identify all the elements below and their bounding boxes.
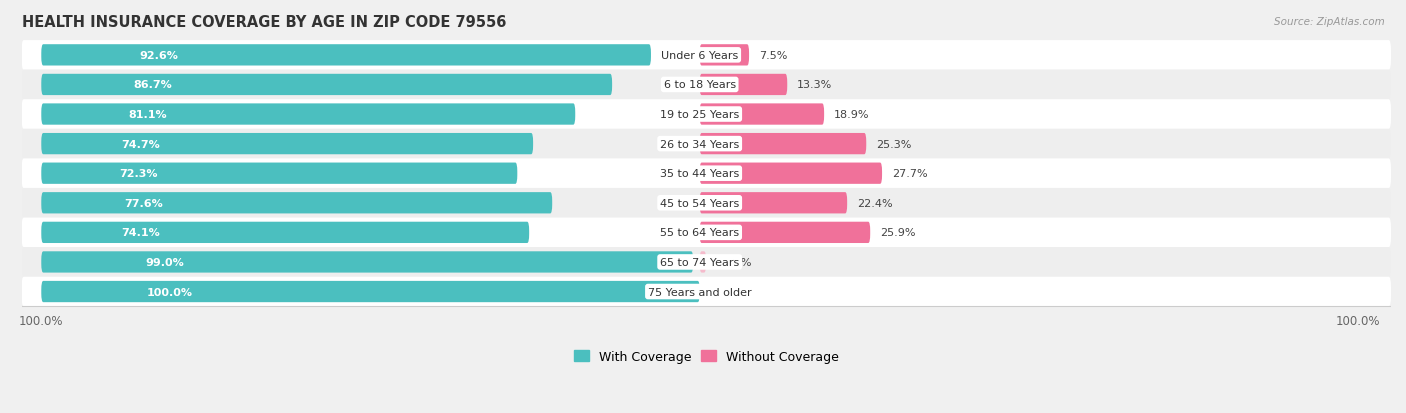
- FancyBboxPatch shape: [41, 45, 651, 66]
- Text: 72.3%: 72.3%: [120, 169, 157, 179]
- Text: 26 to 34 Years: 26 to 34 Years: [659, 139, 740, 149]
- Text: 75 Years and older: 75 Years and older: [648, 287, 751, 297]
- Text: Under 6 Years: Under 6 Years: [661, 51, 738, 61]
- Text: 13.3%: 13.3%: [797, 80, 832, 90]
- FancyBboxPatch shape: [41, 75, 612, 96]
- FancyBboxPatch shape: [700, 45, 749, 66]
- FancyBboxPatch shape: [21, 159, 1391, 188]
- Text: 45 to 54 Years: 45 to 54 Years: [659, 198, 740, 208]
- FancyBboxPatch shape: [21, 100, 1391, 130]
- Text: 100.0%: 100.0%: [146, 287, 193, 297]
- FancyBboxPatch shape: [21, 130, 1391, 159]
- Text: 86.7%: 86.7%: [134, 80, 173, 90]
- Text: 22.4%: 22.4%: [858, 198, 893, 208]
- Text: 77.6%: 77.6%: [125, 198, 163, 208]
- FancyBboxPatch shape: [41, 281, 700, 302]
- FancyBboxPatch shape: [700, 104, 824, 126]
- FancyBboxPatch shape: [700, 192, 848, 214]
- Text: 55 to 64 Years: 55 to 64 Years: [661, 228, 740, 238]
- Text: 81.1%: 81.1%: [128, 110, 166, 120]
- FancyBboxPatch shape: [41, 222, 529, 243]
- FancyBboxPatch shape: [21, 247, 1391, 277]
- FancyBboxPatch shape: [41, 104, 575, 126]
- FancyBboxPatch shape: [700, 134, 866, 155]
- FancyBboxPatch shape: [21, 188, 1391, 218]
- FancyBboxPatch shape: [700, 222, 870, 243]
- Text: 74.7%: 74.7%: [122, 139, 160, 149]
- FancyBboxPatch shape: [21, 41, 1391, 71]
- Text: Source: ZipAtlas.com: Source: ZipAtlas.com: [1274, 17, 1385, 26]
- Text: 27.7%: 27.7%: [891, 169, 928, 179]
- FancyBboxPatch shape: [700, 163, 882, 184]
- FancyBboxPatch shape: [41, 252, 693, 273]
- Text: 35 to 44 Years: 35 to 44 Years: [659, 169, 740, 179]
- Text: 18.9%: 18.9%: [834, 110, 869, 120]
- Text: 25.3%: 25.3%: [876, 139, 911, 149]
- FancyBboxPatch shape: [41, 192, 553, 214]
- Text: 19 to 25 Years: 19 to 25 Years: [659, 110, 740, 120]
- Text: 0.0%: 0.0%: [710, 287, 738, 297]
- Text: 65 to 74 Years: 65 to 74 Years: [659, 257, 740, 267]
- FancyBboxPatch shape: [700, 252, 706, 273]
- FancyBboxPatch shape: [21, 71, 1391, 100]
- Text: 6 to 18 Years: 6 to 18 Years: [664, 80, 735, 90]
- FancyBboxPatch shape: [700, 75, 787, 96]
- Text: 7.5%: 7.5%: [759, 51, 787, 61]
- Text: 25.9%: 25.9%: [880, 228, 915, 238]
- Legend: With Coverage, Without Coverage: With Coverage, Without Coverage: [574, 350, 839, 363]
- Text: 99.0%: 99.0%: [146, 257, 184, 267]
- Text: HEALTH INSURANCE COVERAGE BY AGE IN ZIP CODE 79556: HEALTH INSURANCE COVERAGE BY AGE IN ZIP …: [21, 15, 506, 30]
- Text: 92.6%: 92.6%: [139, 51, 179, 61]
- FancyBboxPatch shape: [21, 218, 1391, 247]
- FancyBboxPatch shape: [41, 134, 533, 155]
- Text: 0.97%: 0.97%: [716, 257, 751, 267]
- FancyBboxPatch shape: [41, 163, 517, 184]
- FancyBboxPatch shape: [21, 277, 1391, 306]
- Text: 74.1%: 74.1%: [121, 228, 160, 238]
